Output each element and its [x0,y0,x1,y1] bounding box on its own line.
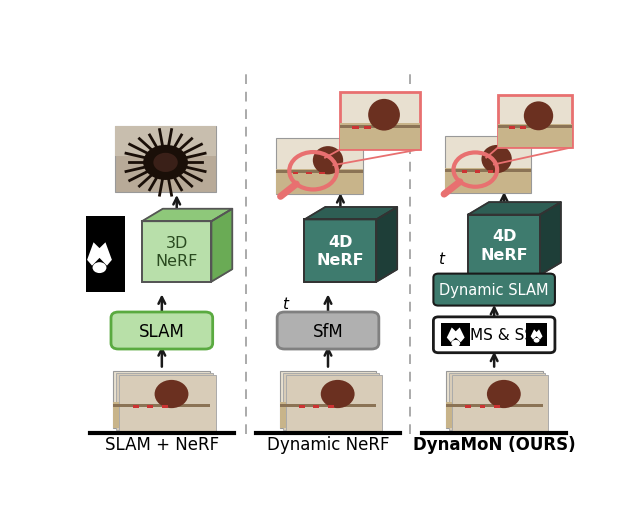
Bar [276,169,363,195]
Circle shape [93,263,106,274]
Bar [283,374,380,430]
Bar [162,406,168,409]
Text: DynaMoN (OURS): DynaMoN (OURS) [413,435,575,453]
Text: SfM: SfM [312,322,344,340]
Ellipse shape [313,147,343,175]
Text: SLAM + NeRF: SLAM + NeRF [105,435,219,453]
Bar [468,215,540,275]
Bar [280,404,376,407]
FancyBboxPatch shape [111,313,212,349]
Bar [446,372,543,428]
Bar [285,376,382,432]
Bar [352,126,358,130]
Bar [494,406,500,409]
Circle shape [154,154,178,173]
Bar [475,171,480,174]
Bar [299,406,305,409]
Bar [276,171,363,174]
Circle shape [143,145,188,181]
Bar [340,92,420,150]
Bar [446,402,543,428]
FancyBboxPatch shape [433,317,555,353]
Bar [115,127,216,157]
Bar [305,220,376,282]
Bar [446,404,543,407]
Text: SLAM: SLAM [139,322,185,340]
Bar [276,138,363,195]
Ellipse shape [368,99,400,131]
Bar [307,172,312,175]
Bar [445,169,531,173]
Polygon shape [531,330,543,340]
Bar [142,222,211,282]
Text: Dynamic SLAM: Dynamic SLAM [440,282,549,297]
Bar [113,404,210,407]
Bar [120,376,216,432]
Polygon shape [142,210,232,222]
Bar [445,168,531,193]
Bar [364,126,371,130]
Bar [452,376,548,432]
Bar [86,216,125,292]
Bar [445,137,531,193]
Bar [509,127,515,130]
Bar [449,374,545,430]
Polygon shape [376,208,397,282]
Text: MS & SS: MS & SS [470,328,534,342]
Bar [133,406,139,409]
Bar [526,324,547,346]
Text: 4D
NeRF: 4D NeRF [317,234,364,268]
Text: $t$: $t$ [438,251,446,267]
Bar [142,222,211,282]
Ellipse shape [481,145,512,174]
Bar [115,127,216,193]
Bar [280,402,376,428]
Bar [468,215,540,275]
Polygon shape [447,328,465,342]
Text: $t$: $t$ [282,295,290,312]
Bar [293,172,298,175]
Circle shape [451,340,460,347]
Text: 4D
NeRF: 4D NeRF [480,229,528,262]
Bar [488,171,493,174]
Bar [479,406,486,409]
FancyBboxPatch shape [433,274,555,306]
Polygon shape [211,210,232,282]
Bar [116,374,213,430]
Bar [328,406,334,409]
Ellipse shape [524,102,553,131]
Polygon shape [468,203,561,215]
Text: Dynamic NeRF: Dynamic NeRF [267,435,389,453]
Bar [520,127,526,130]
Bar [314,406,319,409]
Text: 3D
NeRF: 3D NeRF [156,235,198,269]
Bar [319,172,324,175]
Ellipse shape [155,380,188,409]
Bar [305,220,376,282]
Bar [113,402,210,428]
Ellipse shape [321,380,355,409]
Polygon shape [540,203,561,275]
Bar [113,372,210,428]
Bar [462,171,467,174]
Bar [340,124,420,150]
FancyBboxPatch shape [277,313,379,349]
Polygon shape [87,243,112,266]
Circle shape [534,338,540,343]
Bar [340,125,420,129]
Bar [498,95,572,148]
Bar [280,372,376,428]
Ellipse shape [487,380,521,409]
Bar [498,124,572,148]
Bar [147,406,153,409]
Bar [465,406,471,409]
Bar [442,324,470,346]
Bar [498,126,572,129]
Polygon shape [305,208,397,220]
